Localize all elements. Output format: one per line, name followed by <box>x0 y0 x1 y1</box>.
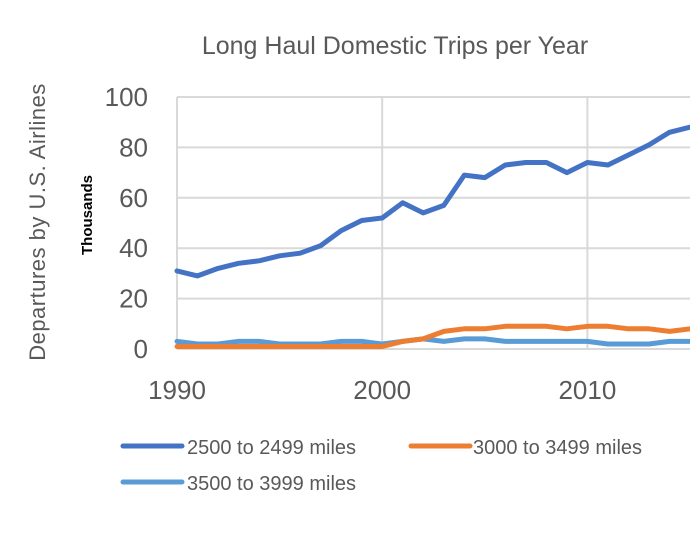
series-lines <box>174 124 690 349</box>
y-tick-label: 80 <box>119 132 148 162</box>
legend-item: 3500 to 3999 miles <box>120 473 356 495</box>
series-line-2 <box>174 323 690 349</box>
y-tick-labels: 0 20 40 60 80 100 <box>105 82 148 364</box>
x-tick-label: 1990 <box>148 375 206 405</box>
y-axis-label: Departures by U.S. Airlines <box>25 83 50 361</box>
y-tick-label: 0 <box>134 334 148 364</box>
legend-label: 3000 to 3499 miles <box>473 437 642 459</box>
x-tick-label: 2000 <box>353 375 411 405</box>
series-line-3 <box>174 336 690 347</box>
legend-label: 2500 to 2499 miles <box>187 437 356 459</box>
series-line-1 <box>174 124 690 279</box>
y-tick-label: 60 <box>119 183 148 213</box>
x-tick-labels: 1990 2000 2010 <box>148 375 616 405</box>
chart-title: Long Haul Domestic Trips per Year <box>202 32 588 60</box>
y-axis-units-label: Thousands <box>79 175 96 255</box>
y-tick-label: 20 <box>119 284 148 314</box>
legend: 2500 to 2499 miles 3000 to 3499 miles 3500… <box>120 437 642 495</box>
y-tick-label: 40 <box>119 233 148 263</box>
legend-item: 3000 to 3499 miles <box>408 437 642 459</box>
legend-label: 3500 to 3999 miles <box>187 473 356 495</box>
y-tick-label: 100 <box>105 82 148 112</box>
legend-item: 2500 to 2499 miles <box>120 437 356 459</box>
gridlines <box>176 96 690 349</box>
x-tick-label: 2010 <box>558 375 616 405</box>
